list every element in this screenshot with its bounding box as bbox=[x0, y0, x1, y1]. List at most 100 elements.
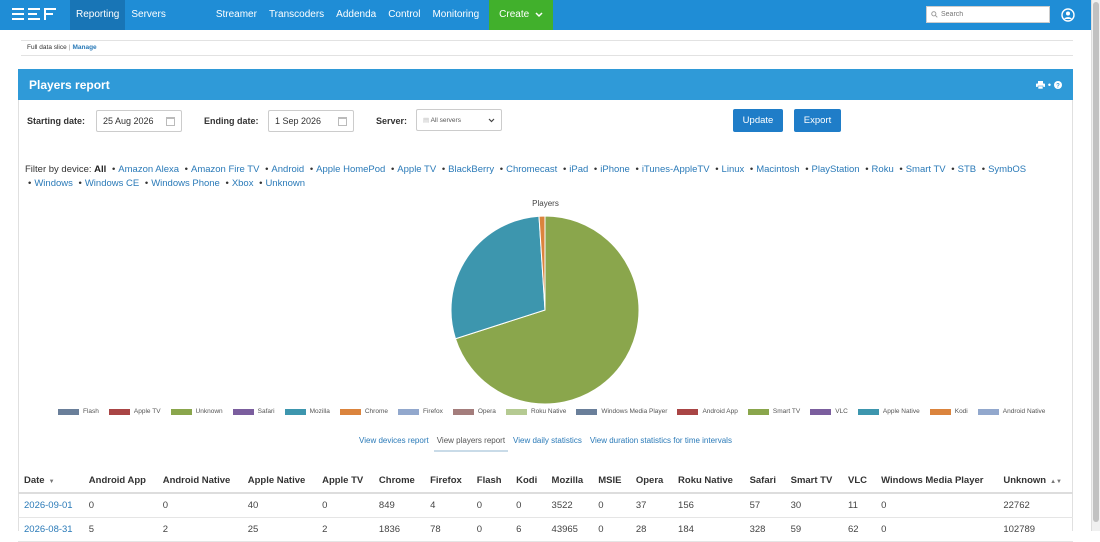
filter-device-apple-tv[interactable]: Apple TV bbox=[397, 164, 437, 175]
tab-view-daily-statistics[interactable]: View daily statistics bbox=[513, 436, 582, 445]
column-header-android-app[interactable]: Android App bbox=[82, 469, 157, 494]
nav-control[interactable]: Control bbox=[388, 9, 421, 20]
legend-item-apple-tv[interactable]: Apple TV bbox=[108, 408, 161, 415]
column-header-windows-media-player[interactable]: Windows Media Player bbox=[875, 469, 998, 494]
column-header-date[interactable]: Date ▼ bbox=[18, 469, 83, 494]
start-date-input[interactable]: 25 Aug 2026 bbox=[96, 110, 182, 132]
filter-device-playstation[interactable]: PlayStation bbox=[811, 164, 860, 175]
filter-device-macintosh[interactable]: Macintosh bbox=[756, 164, 800, 175]
page-scrollbar[interactable] bbox=[1091, 0, 1100, 531]
legend-item-opera[interactable]: Opera bbox=[452, 408, 496, 415]
column-header-firefox[interactable]: Firefox bbox=[424, 469, 471, 494]
filter-device-chromecast[interactable]: Chromecast bbox=[506, 164, 558, 175]
server-select[interactable]: ▤ All servers bbox=[416, 109, 502, 131]
nav-servers[interactable]: Servers bbox=[131, 9, 166, 20]
end-date-input[interactable]: 1 Sep 2026 bbox=[268, 110, 354, 132]
help-icon[interactable]: ? bbox=[1054, 80, 1062, 89]
logo-icon[interactable] bbox=[0, 0, 70, 30]
breadcrumb-manage-link[interactable]: Manage bbox=[72, 44, 97, 51]
filter-device-windows-ce[interactable]: Windows CE bbox=[84, 178, 140, 189]
column-header-roku-native[interactable]: Roku Native bbox=[672, 469, 744, 494]
sort-icon[interactable]: ▲▼ bbox=[1050, 479, 1062, 485]
filter-device-ipad[interactable]: iPad bbox=[569, 164, 589, 175]
column-header-kodi[interactable]: Kodi bbox=[510, 469, 546, 494]
pie-slice-chrome[interactable] bbox=[538, 215, 546, 311]
nav-streamer[interactable]: Streamer bbox=[215, 9, 257, 20]
column-header-label: Apple Native bbox=[247, 475, 306, 486]
column-header-android-native[interactable]: Android Native bbox=[156, 469, 242, 494]
export-button[interactable]: Export bbox=[794, 109, 841, 132]
legend-item-android-native[interactable]: Android Native bbox=[977, 408, 1045, 415]
legend-label: Roku Native bbox=[530, 408, 567, 415]
search-input[interactable] bbox=[941, 11, 1041, 18]
column-header-apple-native[interactable]: Apple Native bbox=[241, 469, 317, 494]
filter-device-android[interactable]: Android bbox=[271, 164, 305, 175]
legend-item-android-app[interactable]: Android App bbox=[677, 408, 738, 415]
legend-item-roku-native[interactable]: Roku Native bbox=[505, 408, 567, 415]
create-menu-button[interactable]: Create bbox=[489, 0, 554, 30]
column-header-smart-tv[interactable]: Smart TV bbox=[784, 469, 843, 494]
column-header-flash[interactable]: Flash bbox=[470, 469, 511, 494]
date-link[interactable]: 2026-08-31 bbox=[18, 517, 83, 542]
filter-device-symbos[interactable]: SymbOS bbox=[988, 164, 1027, 175]
legend-item-flash[interactable]: Flash bbox=[58, 408, 99, 415]
filter-device-smart-tv[interactable]: Smart TV bbox=[905, 164, 946, 175]
legend-label: Firefox bbox=[422, 408, 443, 415]
print-icon[interactable] bbox=[1035, 80, 1045, 89]
pie-slice-mozilla[interactable] bbox=[450, 215, 546, 340]
scrollbar-thumb[interactable] bbox=[1093, 2, 1099, 522]
nav-reporting[interactable]: Reporting bbox=[70, 0, 126, 30]
filter-device-blackberry[interactable]: BlackBerry bbox=[448, 164, 495, 175]
filter-device-itunes-appletv[interactable]: iTunes-AppleTV bbox=[641, 164, 710, 175]
pie-slice-unknown[interactable] bbox=[454, 215, 640, 405]
filter-device-iphone[interactable]: iPhone bbox=[600, 164, 630, 175]
report-tabs: View devices report View players report Vi… bbox=[0, 436, 1091, 452]
column-header-opera[interactable]: Opera bbox=[629, 469, 673, 494]
column-header-unknown[interactable]: Unknown ▲▼ bbox=[997, 469, 1073, 494]
filter-device-amazon-alexa[interactable]: Amazon Alexa bbox=[118, 164, 180, 175]
table-row: 2026-09-01 0 0 40 0 849 4 0 0 3522 0 37 156 57 30 11 0 22… bbox=[18, 493, 1073, 518]
filter-device-windows-phone[interactable]: Windows Phone bbox=[151, 178, 220, 189]
legend-item-unknown[interactable]: Unknown bbox=[170, 408, 223, 415]
filter-device-linux[interactable]: Linux bbox=[721, 164, 745, 175]
legend-label: Kodi bbox=[954, 408, 968, 415]
column-header-msie[interactable]: MSIE bbox=[592, 469, 630, 494]
table-cell: 2 bbox=[316, 517, 373, 542]
filter-device-amazon-fire-tv[interactable]: Amazon Fire TV bbox=[190, 164, 260, 175]
legend-item-firefox[interactable]: Firefox bbox=[397, 408, 443, 415]
legend-item-smart-tv[interactable]: Smart TV bbox=[747, 408, 800, 415]
nav-transcoders[interactable]: Transcoders bbox=[268, 9, 325, 20]
filter-all[interactable]: All bbox=[94, 164, 107, 175]
filter-device-apple-homepod[interactable]: Apple HomePod bbox=[316, 164, 386, 175]
date-link[interactable]: 2026-09-01 bbox=[18, 493, 83, 518]
legend-item-kodi[interactable]: Kodi bbox=[929, 408, 968, 415]
legend-item-apple-native[interactable]: Apple Native bbox=[857, 408, 920, 415]
tab-view-players-report[interactable]: View players report bbox=[433, 436, 509, 452]
column-header-vlc[interactable]: VLC bbox=[842, 469, 876, 494]
user-account-icon[interactable] bbox=[1061, 8, 1075, 22]
column-header-mozilla[interactable]: Mozilla bbox=[545, 469, 593, 494]
column-header-apple-tv[interactable]: Apple TV bbox=[316, 469, 373, 494]
filter-device-stb[interactable]: STB bbox=[957, 164, 977, 175]
legend-item-windows-media-player[interactable]: Windows Media Player bbox=[576, 408, 667, 415]
column-header-safari[interactable]: Safari bbox=[743, 469, 785, 494]
tab-view-duration-statistics-for-time-intervals[interactable]: View duration statistics for time interv… bbox=[589, 436, 732, 445]
filter-device-xbox[interactable]: Xbox bbox=[231, 178, 254, 189]
legend-label: Safari bbox=[257, 408, 275, 415]
legend-item-safari[interactable]: Safari bbox=[232, 408, 275, 415]
legend-item-vlc[interactable]: VLC bbox=[810, 408, 848, 415]
sort-icon[interactable]: ▼ bbox=[48, 479, 55, 485]
legend-item-chrome[interactable]: Chrome bbox=[339, 408, 388, 415]
column-header-chrome[interactable]: Chrome bbox=[372, 469, 425, 494]
legend-item-mozilla[interactable]: Mozilla bbox=[284, 408, 330, 415]
filter-device-roku[interactable]: Roku bbox=[871, 164, 894, 175]
search-box[interactable] bbox=[926, 6, 1050, 23]
tab-view-devices-report[interactable]: View devices report bbox=[359, 436, 429, 445]
nav-addenda[interactable]: Addenda bbox=[336, 9, 377, 20]
filter-device-unknown[interactable]: Unknown bbox=[265, 178, 306, 189]
legend-label: Flash bbox=[83, 408, 99, 415]
table-cell: 0 bbox=[156, 493, 242, 518]
nav-monitoring[interactable]: Monitoring bbox=[432, 9, 480, 20]
filter-device-windows[interactable]: Windows bbox=[34, 178, 73, 189]
update-button[interactable]: Update bbox=[733, 109, 783, 132]
